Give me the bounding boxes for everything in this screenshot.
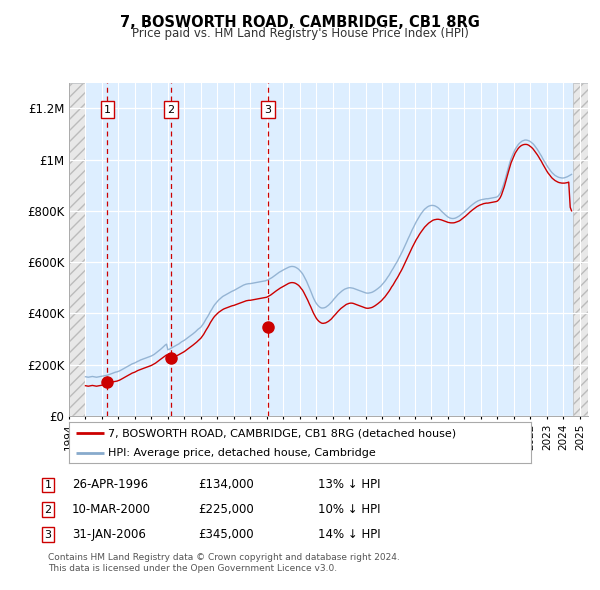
Text: 10% ↓ HPI: 10% ↓ HPI — [318, 503, 380, 516]
Text: Price paid vs. HM Land Registry's House Price Index (HPI): Price paid vs. HM Land Registry's House … — [131, 27, 469, 40]
Text: 7, BOSWORTH ROAD, CAMBRIDGE, CB1 8RG: 7, BOSWORTH ROAD, CAMBRIDGE, CB1 8RG — [120, 15, 480, 30]
Text: 2: 2 — [44, 505, 52, 514]
Text: Contains HM Land Registry data © Crown copyright and database right 2024.: Contains HM Land Registry data © Crown c… — [48, 553, 400, 562]
Text: 26-APR-1996: 26-APR-1996 — [72, 478, 148, 491]
Text: 3: 3 — [265, 104, 272, 114]
Text: 3: 3 — [44, 530, 52, 539]
Text: 31-JAN-2006: 31-JAN-2006 — [72, 528, 146, 541]
Bar — [69, 83, 85, 416]
Text: £134,000: £134,000 — [198, 478, 254, 491]
Bar — [573, 83, 588, 416]
Text: 1: 1 — [44, 480, 52, 490]
Text: This data is licensed under the Open Government Licence v3.0.: This data is licensed under the Open Gov… — [48, 565, 337, 573]
Text: 2: 2 — [167, 104, 175, 114]
Text: HPI: Average price, detached house, Cambridge: HPI: Average price, detached house, Camb… — [108, 448, 376, 458]
Text: 13% ↓ HPI: 13% ↓ HPI — [318, 478, 380, 491]
Text: 1: 1 — [104, 104, 111, 114]
Text: £225,000: £225,000 — [198, 503, 254, 516]
Text: £345,000: £345,000 — [198, 528, 254, 541]
Text: 14% ↓ HPI: 14% ↓ HPI — [318, 528, 380, 541]
Text: 7, BOSWORTH ROAD, CAMBRIDGE, CB1 8RG (detached house): 7, BOSWORTH ROAD, CAMBRIDGE, CB1 8RG (de… — [108, 428, 457, 438]
Text: 10-MAR-2000: 10-MAR-2000 — [72, 503, 151, 516]
